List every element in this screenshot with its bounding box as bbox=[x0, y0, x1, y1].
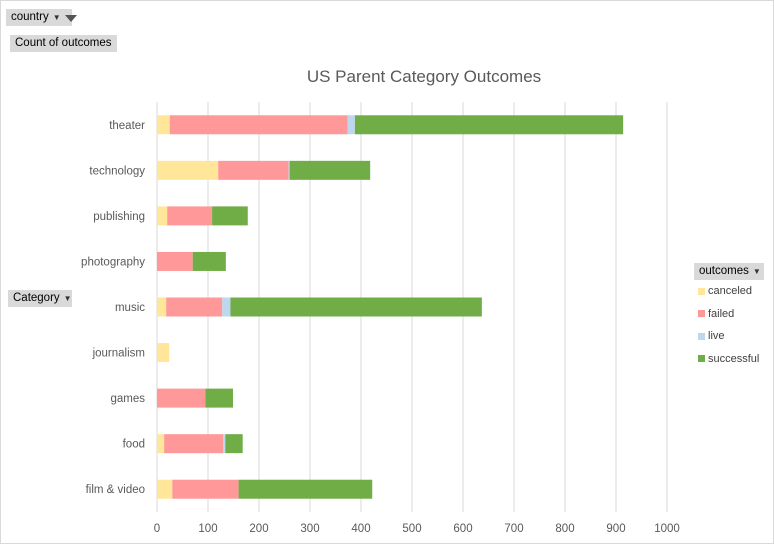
bar-segment-live bbox=[222, 297, 231, 317]
x-tick-label: 300 bbox=[300, 523, 319, 535]
y-tick-label: theater bbox=[109, 120, 145, 132]
y-tick-label: games bbox=[110, 393, 145, 405]
x-tick-label: 900 bbox=[606, 523, 625, 535]
legend-swatch bbox=[698, 332, 705, 340]
chevron-down-icon: ▼ bbox=[63, 294, 72, 303]
x-tick-label: 0 bbox=[154, 523, 160, 535]
y-tick-label: journalism bbox=[92, 348, 145, 360]
bar-segment-failed bbox=[164, 434, 224, 454]
x-tick-label: 100 bbox=[198, 523, 217, 535]
legend-swatch bbox=[698, 310, 705, 317]
outcomes-field-label: outcomes bbox=[699, 265, 749, 277]
legend-label: canceled bbox=[708, 285, 753, 297]
values-field-label: Count of outcomes bbox=[15, 37, 112, 49]
bar-segment-failed bbox=[157, 388, 206, 408]
country-filter-button[interactable]: country ▼ bbox=[6, 9, 77, 26]
legend-swatch bbox=[698, 287, 705, 295]
bar-segment-successful bbox=[205, 388, 233, 408]
bar-segment-canceled bbox=[157, 434, 165, 454]
bar-segment-canceled bbox=[157, 115, 170, 135]
values-field-button[interactable]: Count of outcomes bbox=[10, 35, 117, 52]
bar-segment-failed bbox=[167, 206, 213, 226]
bar-segment-canceled bbox=[157, 160, 219, 180]
x-tick-label: 200 bbox=[249, 523, 268, 535]
bar-segment-live bbox=[347, 115, 355, 135]
y-tick-label: publishing bbox=[93, 211, 145, 223]
bar-segment-failed bbox=[166, 297, 223, 317]
bar-segment-failed bbox=[172, 479, 239, 499]
bar-segment-live bbox=[223, 434, 226, 454]
y-tick-label: film & video bbox=[86, 484, 145, 496]
x-tick-label: 1000 bbox=[654, 523, 680, 535]
outcomes-field-button[interactable]: outcomes ▼ bbox=[694, 263, 764, 280]
filter-funnel-icon bbox=[64, 15, 77, 22]
chevron-down-icon: ▼ bbox=[52, 13, 61, 22]
category-field-label: Category bbox=[13, 292, 60, 304]
bar-segment-successful bbox=[289, 160, 371, 180]
country-filter-label: country bbox=[11, 11, 49, 23]
chart-title: US Parent Category Outcomes bbox=[307, 67, 541, 86]
bar-segment-successful bbox=[230, 297, 482, 317]
x-tick-label: 800 bbox=[555, 523, 574, 535]
x-tick-label: 600 bbox=[453, 523, 472, 535]
bar-segment-successful bbox=[238, 479, 373, 499]
bar-segment-successful bbox=[354, 115, 624, 135]
bar-segment-failed bbox=[169, 115, 348, 135]
legend-label: successful bbox=[708, 352, 760, 365]
bar-segment-canceled bbox=[157, 479, 173, 499]
bar-segment-successful bbox=[192, 251, 226, 271]
legend-label: failed bbox=[708, 307, 735, 320]
bar-segment-failed bbox=[157, 251, 193, 271]
x-tick-label: 400 bbox=[351, 523, 370, 535]
bar-segment-successful bbox=[225, 434, 243, 454]
legend-item-live[interactable]: live bbox=[698, 330, 725, 342]
y-tick-label: music bbox=[115, 302, 145, 314]
bar-segment-canceled bbox=[157, 206, 168, 226]
bar-segment-successful bbox=[212, 206, 248, 226]
x-tick-label: 700 bbox=[504, 523, 523, 535]
bar-segment-canceled bbox=[157, 297, 167, 317]
legend-item-canceled[interactable]: canceled bbox=[698, 285, 752, 297]
category-field-button[interactable]: Category ▼ bbox=[8, 290, 72, 307]
bar-segment-failed bbox=[218, 160, 289, 180]
legend-item-failed[interactable]: failed bbox=[698, 308, 734, 320]
x-tick-label: 500 bbox=[402, 523, 421, 535]
bar-segment-canceled bbox=[157, 343, 170, 363]
bar-segment-live bbox=[288, 160, 290, 180]
legend-label: live bbox=[708, 330, 725, 342]
legend-item-successful[interactable]: successful bbox=[698, 353, 759, 365]
legend-swatch bbox=[698, 355, 705, 362]
y-tick-label: photography bbox=[81, 256, 145, 268]
y-tick-label: technology bbox=[89, 165, 145, 177]
y-tick-label: food bbox=[123, 439, 145, 451]
chevron-down-icon: ▼ bbox=[752, 267, 761, 276]
